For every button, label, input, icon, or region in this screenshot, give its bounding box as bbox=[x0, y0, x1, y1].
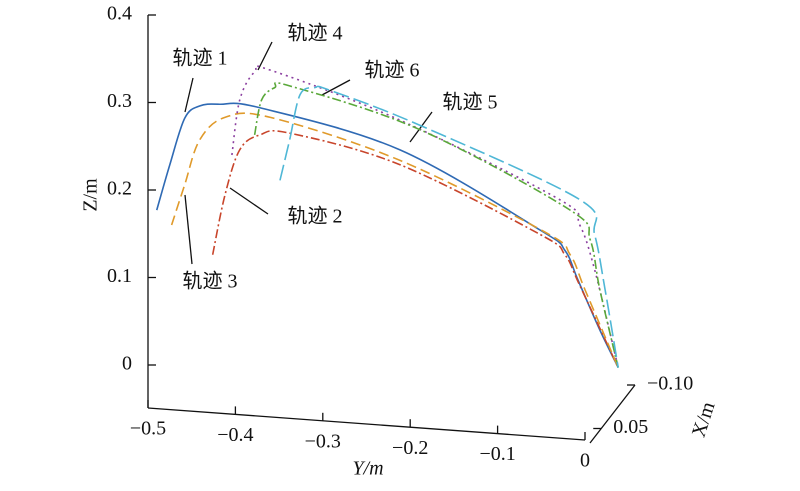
trajectory-label: 轨迹 4 bbox=[288, 22, 343, 45]
leader bbox=[184, 77, 194, 113]
trajectory-label: 轨迹 1 bbox=[173, 47, 228, 70]
leader bbox=[229, 187, 269, 215]
y-tick-label: −0.5 bbox=[130, 418, 166, 440]
y-tick-label: −0.4 bbox=[217, 424, 253, 446]
trajectory bbox=[170, 112, 619, 368]
trajectory bbox=[211, 129, 619, 368]
trajectory bbox=[279, 85, 620, 368]
z-tick-label: 0.2 bbox=[107, 178, 132, 200]
y-tick-label: −0.3 bbox=[305, 430, 341, 452]
z-tick-label: 0.3 bbox=[107, 90, 132, 112]
trajectory bbox=[155, 102, 619, 368]
trajectory bbox=[253, 81, 619, 368]
x-tick-label: −0.10 bbox=[647, 373, 693, 395]
leader bbox=[184, 194, 193, 265]
leaders bbox=[184, 41, 433, 265]
y-tick-label: −0.1 bbox=[479, 443, 515, 465]
y-tick-label: −0.2 bbox=[392, 437, 428, 459]
trajectory-label: 轨迹 6 bbox=[365, 59, 420, 82]
trajectory-label: 轨迹 3 bbox=[183, 270, 238, 293]
y-axis-line bbox=[147, 407, 586, 441]
x-axis-label: X/m bbox=[688, 399, 720, 440]
z-tick-label: 0.1 bbox=[107, 265, 132, 287]
trajectory-label: 轨迹 2 bbox=[288, 205, 343, 228]
leader bbox=[409, 111, 433, 143]
x-axis-line bbox=[589, 384, 636, 444]
leader bbox=[321, 79, 351, 96]
z-tick-label: 0.4 bbox=[107, 3, 132, 25]
z-tick-label: 0 bbox=[122, 353, 132, 375]
z-axis-label: Z/m bbox=[80, 178, 102, 212]
trajectory-label: 轨迹 5 bbox=[443, 91, 498, 114]
y-axis-label: Y/m bbox=[352, 458, 383, 480]
leader bbox=[257, 41, 273, 71]
x-tick-label: 0.05 bbox=[613, 416, 648, 438]
y-tick-label: 0 bbox=[580, 450, 590, 472]
